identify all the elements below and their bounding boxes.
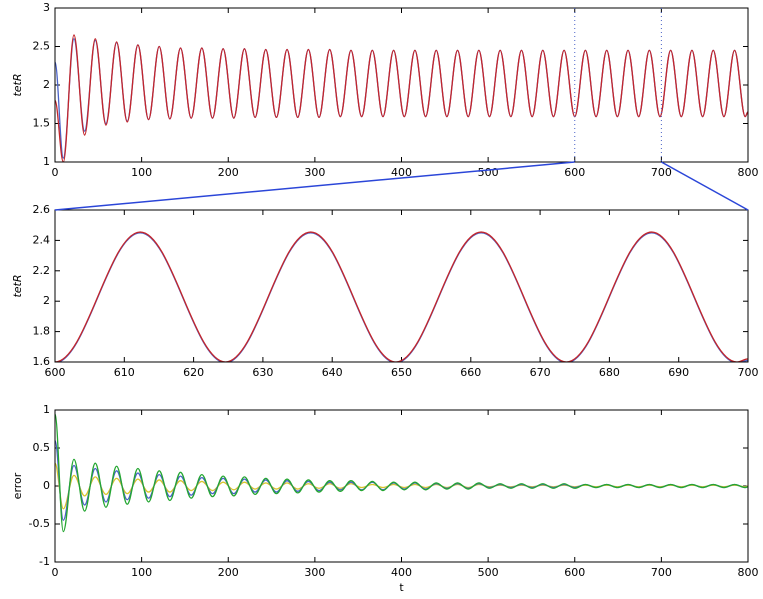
x-tick-label: 650 — [391, 366, 412, 379]
x-tick-label: 600 — [564, 166, 585, 179]
x-tick-label: 700 — [738, 366, 759, 379]
plot-lines — [55, 231, 748, 362]
x-tick-label: 200 — [218, 166, 239, 179]
series-line — [55, 34, 748, 162]
x-tick-label: 600 — [564, 566, 585, 579]
series-line — [55, 231, 748, 362]
y-tick-label: 2.6 — [33, 203, 51, 216]
y-tick-label: 0.5 — [33, 441, 51, 454]
y-axis-label: tetR — [11, 274, 24, 297]
x-tick-label: 800 — [738, 166, 759, 179]
x-tick-label: 670 — [530, 366, 551, 379]
x-tick-label: 680 — [599, 366, 620, 379]
y-tick-label: 1.5 — [33, 117, 51, 130]
x-tick-label: 700 — [651, 566, 672, 579]
x-tick-label: 0 — [52, 166, 59, 179]
zoom-connector — [54, 161, 575, 211]
series-line — [55, 462, 748, 510]
y-tick-label: 2.2 — [33, 264, 51, 277]
plot-lines — [55, 413, 748, 533]
x-tick-label: 600 — [45, 366, 66, 379]
x-tick-label: 630 — [252, 366, 273, 379]
x-tick-label: 100 — [131, 566, 152, 579]
y-tick-label: 2 — [43, 294, 50, 307]
x-tick-label: 620 — [183, 366, 204, 379]
y-tick-label: 2.4 — [33, 233, 51, 246]
x-tick-label: 300 — [304, 566, 325, 579]
y-tick-label: 0 — [43, 479, 50, 492]
x-tick-label: 400 — [391, 166, 412, 179]
plot-lines — [55, 34, 748, 162]
y-tick-label: 2.5 — [33, 40, 51, 53]
axes-frame — [54, 409, 749, 563]
y-tick-label: -0.5 — [29, 517, 50, 530]
x-tick-label: 400 — [391, 566, 412, 579]
y-tick-label: 3 — [43, 1, 50, 14]
x-tick-label: 660 — [460, 366, 481, 379]
axes-frame — [54, 209, 749, 363]
series-line — [55, 38, 748, 159]
zoom-connector — [661, 161, 749, 211]
y-tick-label: 1 — [43, 403, 50, 416]
y-tick-label: 2 — [43, 78, 50, 91]
x-tick-label: 500 — [478, 566, 499, 579]
series-line — [55, 413, 748, 533]
x-tick-label: 700 — [651, 166, 672, 179]
x-tick-label: 640 — [322, 366, 343, 379]
x-axis-label: t — [399, 581, 404, 594]
series-line — [55, 232, 748, 362]
y-tick-label: 1 — [43, 155, 50, 168]
y-axis-label: error — [11, 472, 24, 499]
y-tick-label: 1.8 — [33, 325, 51, 338]
y-axis-label: tetR — [11, 73, 24, 96]
x-tick-label: 100 — [131, 166, 152, 179]
y-tick-label: -1 — [39, 555, 50, 568]
x-tick-label: 300 — [304, 166, 325, 179]
x-tick-label: 200 — [218, 566, 239, 579]
y-tick-label: 1.6 — [33, 355, 51, 368]
x-tick-label: 690 — [668, 366, 689, 379]
x-tick-label: 800 — [738, 566, 759, 579]
x-tick-label: 0 — [52, 566, 59, 579]
x-tick-label: 610 — [114, 366, 135, 379]
x-tick-label: 500 — [478, 166, 499, 179]
axes-frame — [54, 7, 749, 163]
